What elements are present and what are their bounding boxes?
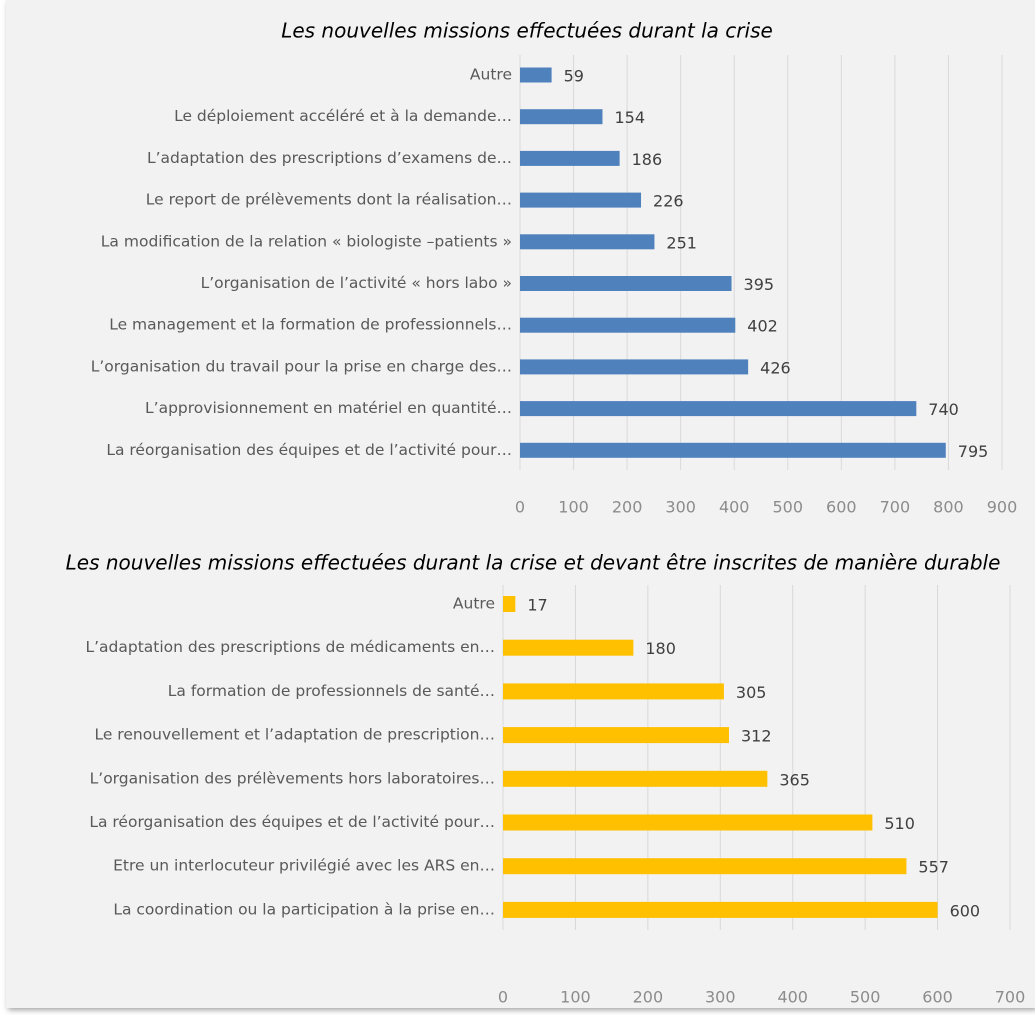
x-tick-label: 100 <box>558 498 589 517</box>
bar <box>503 814 873 831</box>
value-label: 740 <box>928 400 959 419</box>
x-tick-label: 400 <box>719 498 750 517</box>
bar <box>520 317 736 333</box>
x-tick-label: 900 <box>987 498 1018 517</box>
chart-title: Les nouvelles missions effectuées durant… <box>281 19 773 43</box>
value-label: 600 <box>950 901 981 920</box>
bar <box>520 192 642 208</box>
value-label: 365 <box>779 770 810 789</box>
category-label: L’adaptation des prescriptions de médica… <box>85 638 495 656</box>
value-label: 251 <box>666 233 697 252</box>
category-label: L’organisation des prélèvements hors lab… <box>90 769 495 787</box>
bar <box>520 401 917 417</box>
category-label: La réorganisation des équipes et de l’ac… <box>106 441 512 459</box>
bar <box>520 234 655 250</box>
value-label: 312 <box>741 727 772 746</box>
x-tick-label: 700 <box>880 498 911 517</box>
category-label: Autre <box>470 66 512 84</box>
x-tick-label: 600 <box>826 498 857 517</box>
category-label: L’organisation du travail pour la prise … <box>91 357 512 375</box>
category-label: Le renouvellement et l’adaptation de pre… <box>94 726 495 744</box>
x-tick-label: 500 <box>773 498 804 517</box>
bar <box>503 596 516 612</box>
value-label: 154 <box>614 108 645 127</box>
value-label: 17 <box>527 596 547 615</box>
x-tick-label: 200 <box>612 498 643 517</box>
value-label: 180 <box>645 639 676 658</box>
category-label: L’organisation de l’activité « hors labo… <box>201 274 512 292</box>
value-label: 305 <box>736 683 767 702</box>
value-label: 426 <box>760 358 791 377</box>
value-label: 395 <box>744 275 775 294</box>
category-label: Le management et la formation de profess… <box>109 316 512 334</box>
bar <box>520 359 749 375</box>
value-label: 510 <box>884 814 915 833</box>
chart-title: Les nouvelles missions effectuées durant… <box>66 551 1001 575</box>
category-label: Autre <box>453 595 495 613</box>
category-label: L’adaptation des prescriptions d’examens… <box>147 149 512 167</box>
value-label: 795 <box>958 442 989 461</box>
bar <box>520 442 946 458</box>
value-label: 226 <box>653 192 684 211</box>
x-tick-label: 500 <box>850 988 881 1007</box>
x-tick-label: 600 <box>922 988 953 1007</box>
bar <box>503 858 907 875</box>
x-tick-label: 0 <box>515 498 525 517</box>
x-tick-label: 300 <box>705 988 736 1007</box>
category-label: Le report de prélèvements dont la réalis… <box>146 191 512 209</box>
category-label: La coordination ou la participation à la… <box>113 900 495 918</box>
category-label: La formation de professionnels de santé… <box>168 682 495 700</box>
category-label: Etre un interlocuteur privilégié avec le… <box>113 857 495 875</box>
x-tick-label: 300 <box>665 498 696 517</box>
x-tick-label: 800 <box>933 498 964 517</box>
x-tick-label: 100 <box>560 988 591 1007</box>
value-label: 557 <box>918 858 949 877</box>
x-tick-label: 200 <box>633 988 664 1007</box>
bar <box>503 770 768 787</box>
x-tick-label: 0 <box>498 988 508 1007</box>
bar <box>503 901 938 918</box>
bar <box>520 276 732 291</box>
x-tick-label: 400 <box>777 988 808 1007</box>
category-label: L’approvisionnement en matériel en quant… <box>145 399 512 417</box>
category-label: La réorganisation des équipes et de l’ac… <box>89 813 495 831</box>
x-tick-label: 700 <box>995 988 1026 1007</box>
bar <box>503 639 634 656</box>
bar <box>503 683 724 700</box>
bar <box>520 67 552 83</box>
category-label: La modification de la relation « biologi… <box>101 232 512 250</box>
category-label: Le déploiement accéléré et à la demande… <box>174 107 512 125</box>
bar <box>520 150 620 166</box>
value-label: 59 <box>564 67 584 86</box>
bar <box>503 727 729 744</box>
bar <box>520 109 603 125</box>
value-label: 402 <box>747 317 778 336</box>
value-label: 186 <box>632 150 663 169</box>
